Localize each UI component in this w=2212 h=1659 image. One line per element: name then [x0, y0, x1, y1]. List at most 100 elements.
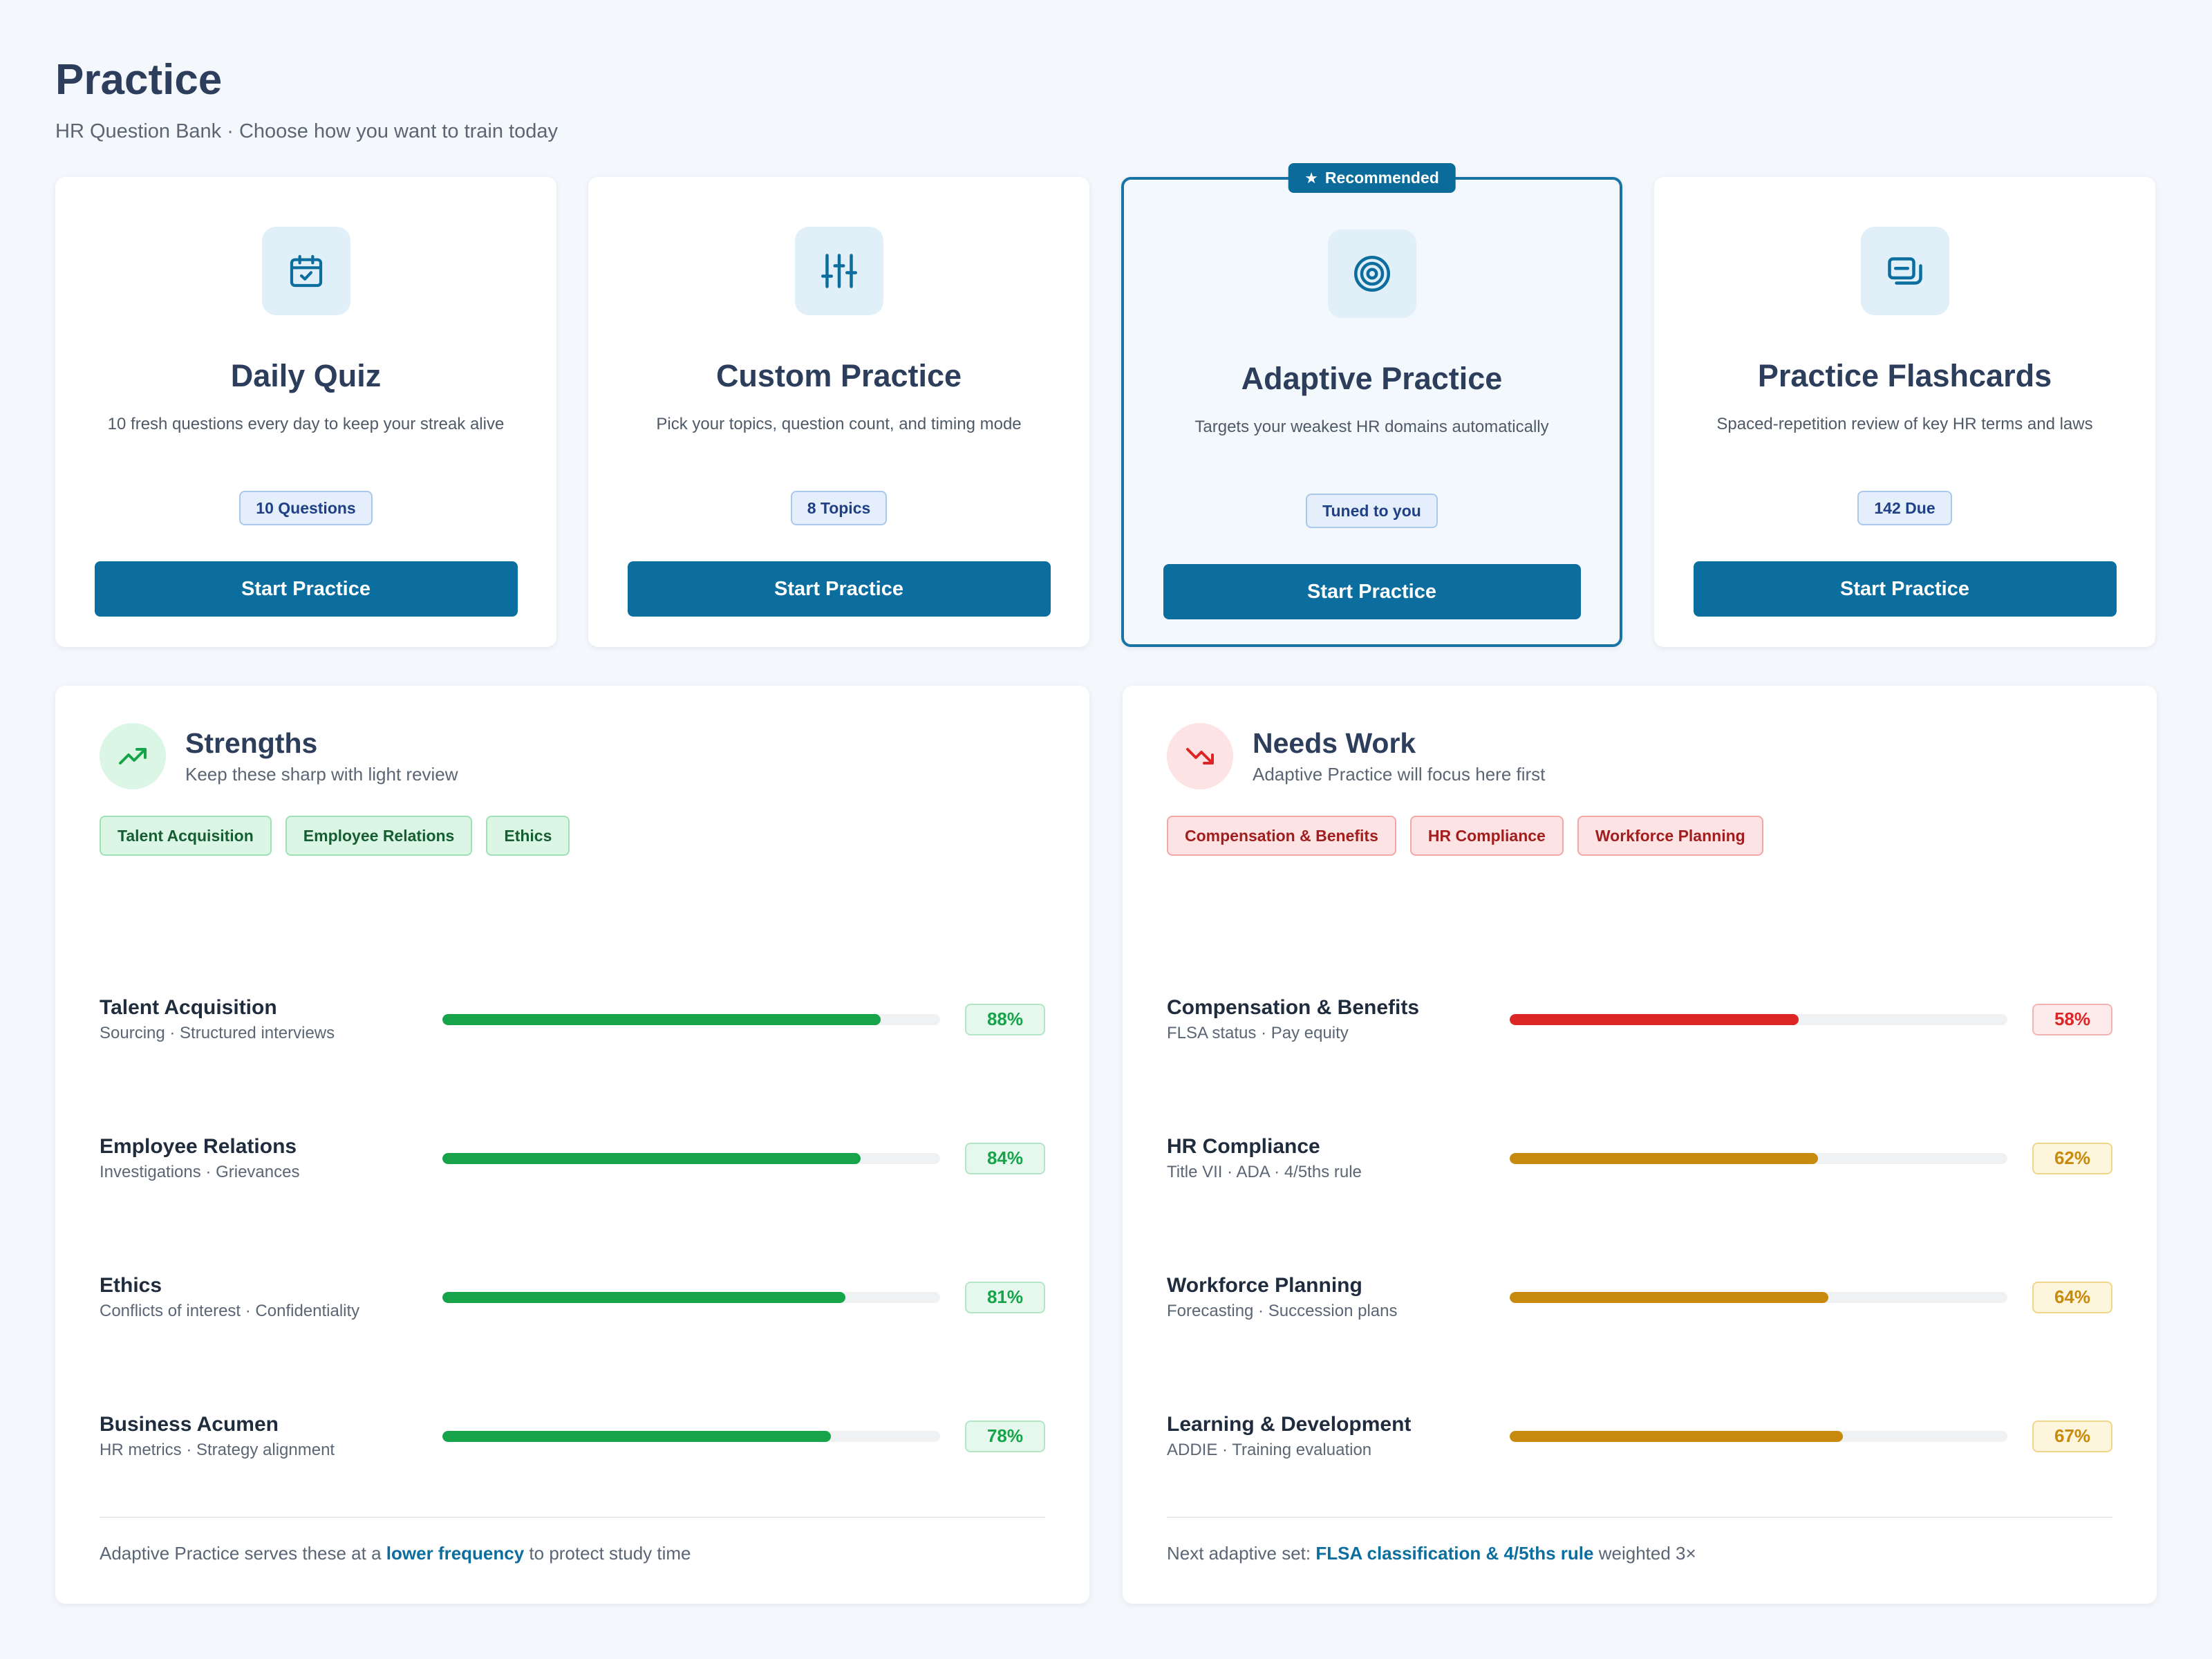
score-badge: 81% [965, 1281, 1045, 1313]
metric-detail: ADDIE · Training evaluation [1167, 1440, 1372, 1459]
strength-tags: Talent Acquisition Employee Relations Et… [100, 816, 1045, 856]
metric-row: HR Compliance Title VII · ADA · 4/5ths r… [1167, 1089, 2112, 1228]
footer-text: Next adaptive set: [1167, 1543, 1316, 1564]
flashcards-icon [1860, 227, 1949, 315]
metric-name: Employee Relations [100, 1134, 297, 1158]
progress-bar [442, 1291, 940, 1303]
strength-tag: Talent Acquisition [100, 816, 272, 856]
progress-bar [1510, 1152, 2007, 1164]
score-badge: 58% [2032, 1003, 2112, 1035]
page-subtitle: HR Question Bank · Choose how you want t… [55, 120, 558, 142]
footer-highlight: lower frequency [386, 1543, 525, 1564]
metric-row: Business Acumen HR metrics · Strategy al… [100, 1367, 1045, 1506]
needs-work-panel: Needs Work Adaptive Practice will focus … [1123, 686, 2157, 1604]
mode-chip: 10 Questions [239, 491, 373, 525]
progress-fill [442, 1291, 846, 1303]
adaptive-practice-start-button[interactable]: Start Practice [1163, 564, 1581, 619]
metric-name: Ethics [100, 1273, 162, 1297]
strength-metrics: Talent Acquisition Sourcing · Structured… [100, 950, 1045, 1506]
sliders-icon [794, 227, 883, 315]
mode-title: Adaptive Practice [1241, 361, 1503, 396]
strengths-panel: Strengths Keep these sharp with light re… [55, 686, 1089, 1604]
progress-fill [442, 1152, 861, 1164]
mode-title: Daily Quiz [230, 358, 382, 393]
mode-title: Practice Flashcards [1757, 358, 2052, 393]
progress-bar [1510, 1013, 2007, 1025]
adaptive-practice-card: ★ Recommended Adaptive Practice Targets … [1121, 163, 1622, 647]
mode-chip: 142 Due [1857, 491, 1952, 525]
trending-up-icon [100, 723, 166, 789]
performance-panels: Strengths Keep these sharp with light re… [55, 686, 2157, 1604]
score-badge: 64% [2032, 1281, 2112, 1313]
panel-header: Needs Work Adaptive Practice will focus … [1167, 723, 2112, 789]
metric-name: Business Acumen [100, 1412, 279, 1436]
score-badge: 78% [965, 1420, 1045, 1452]
progress-bar [442, 1013, 940, 1025]
footer-highlight: FLSA classification & 4/5ths rule [1315, 1543, 1594, 1564]
metric-name: HR Compliance [1167, 1134, 1320, 1158]
mode-title: Custom Practice [715, 358, 962, 393]
footer-text: weighted 3× [1593, 1543, 1696, 1564]
custom-practice-start-button[interactable]: Start Practice [627, 561, 1051, 617]
score-badge: 67% [2032, 1420, 2112, 1452]
weakness-tags: Compensation & Benefits HR Compliance Wo… [1167, 816, 2112, 856]
metric-detail: HR metrics · Strategy alignment [100, 1440, 335, 1459]
mode-chip: 8 Topics [790, 491, 888, 525]
panel-subtitle: Keep these sharp with light review [185, 764, 458, 785]
weakness-tag: Compensation & Benefits [1167, 816, 1396, 856]
calendar-check-icon [261, 227, 350, 315]
metric-row: Learning & Development ADDIE · Training … [1167, 1367, 2112, 1506]
mode-description: Targets your weakest HR domains automati… [1194, 418, 1549, 436]
metric-detail: FLSA status · Pay equity [1167, 1023, 1349, 1042]
metric-row: Talent Acquisition Sourcing · Structured… [100, 950, 1045, 1089]
progress-fill [1510, 1291, 1828, 1303]
practice-flashcards-start-button[interactable]: Start Practice [1693, 561, 2117, 617]
progress-bar [442, 1430, 940, 1442]
panel-title: Strengths [185, 727, 318, 759]
progress-fill [1510, 1013, 1799, 1025]
mode-description: Pick your topics, question count, and ti… [656, 415, 1022, 433]
metric-name: Talent Acquisition [100, 995, 277, 1019]
metric-detail: Title VII · ADA · 4/5ths rule [1167, 1162, 1362, 1181]
metric-row: Compensation & Benefits FLSA status · Pa… [1167, 950, 2112, 1089]
page-title: Practice [55, 56, 223, 104]
metric-detail: Conflicts of interest · Confidentiality [100, 1301, 360, 1320]
footer-text: Adaptive Practice serves these at a [100, 1543, 386, 1564]
star-icon: ★ [1304, 169, 1318, 187]
panel-subtitle: Adaptive Practice will focus here first [1253, 764, 1546, 785]
metric-detail: Sourcing · Structured interviews [100, 1023, 335, 1042]
score-badge: 62% [2032, 1142, 2112, 1174]
panel-footer-note: Adaptive Practice serves these at a lowe… [100, 1517, 1045, 1565]
footer-text: to protect study time [524, 1543, 691, 1564]
progress-fill [442, 1430, 831, 1442]
progress-bar [1510, 1430, 2007, 1442]
daily-quiz-card: Daily Quiz 10 fresh questions every day … [55, 177, 556, 647]
mode-description: Spaced-repetition review of key HR terms… [1716, 415, 2093, 433]
metric-name: Compensation & Benefits [1167, 995, 1420, 1019]
metric-name: Learning & Development [1167, 1412, 1412, 1436]
weakness-tag: HR Compliance [1409, 816, 1564, 856]
panel-footer-note: Next adaptive set: FLSA classification &… [1167, 1517, 2112, 1565]
progress-fill [442, 1013, 881, 1025]
progress-fill [1510, 1430, 1844, 1442]
metric-detail: Forecasting · Succession plans [1167, 1301, 1398, 1320]
progress-bar [1510, 1291, 2007, 1303]
recommended-badge: ★ Recommended [1288, 163, 1456, 193]
progress-fill [1510, 1152, 1819, 1164]
practice-flashcards-card: Practice Flashcards Spaced-repetition re… [1654, 177, 2155, 647]
score-badge: 84% [965, 1142, 1045, 1174]
weakness-tag: Workforce Planning [1577, 816, 1763, 856]
weakness-metrics: Compensation & Benefits FLSA status · Pa… [1167, 950, 2112, 1506]
metric-name: Workforce Planning [1167, 1273, 1362, 1297]
daily-quiz-start-button[interactable]: Start Practice [94, 561, 518, 617]
mode-description: 10 fresh questions every day to keep you… [107, 415, 505, 433]
progress-bar [442, 1152, 940, 1164]
score-badge: 88% [965, 1003, 1045, 1035]
strength-tag: Employee Relations [285, 816, 473, 856]
metric-row: Workforce Planning Forecasting · Success… [1167, 1228, 2112, 1367]
strength-tag: Ethics [486, 816, 570, 856]
panel-title: Needs Work [1253, 727, 1416, 759]
mode-chip: Tuned to you [1306, 494, 1438, 528]
recommended-label: Recommended [1324, 169, 1439, 187]
